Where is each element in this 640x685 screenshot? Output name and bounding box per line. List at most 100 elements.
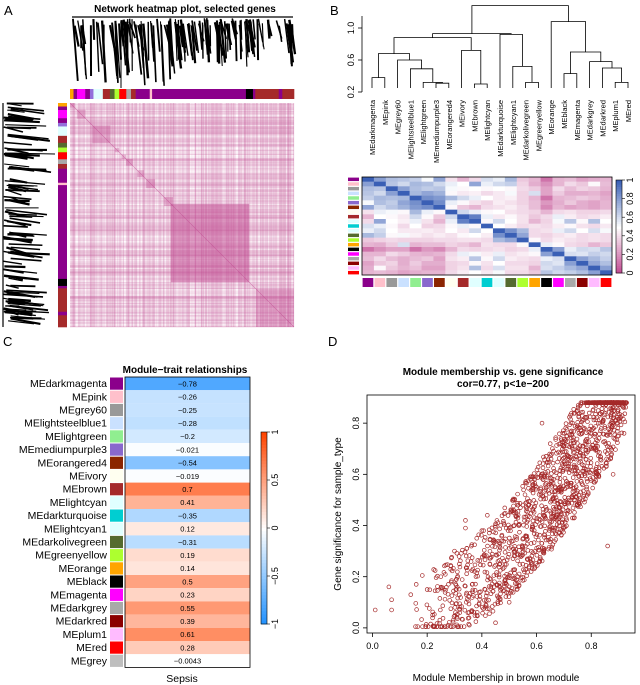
heatmap-stripe [290, 103, 292, 327]
adjacency-cell [481, 233, 494, 238]
dendro-branch [97, 22, 104, 65]
dendro-merge [409, 68, 434, 88]
heatmap-stripe [253, 103, 255, 327]
scatter-point [594, 471, 599, 476]
scatter-point [507, 535, 512, 541]
colorbar-segment [616, 219, 622, 223]
heatmap-stripe [70, 270, 294, 273]
dendro-merge [435, 82, 450, 88]
adjacency-cell [588, 191, 601, 196]
module-trait-value: −0.78 [178, 379, 197, 388]
heatmap-stripe [99, 103, 101, 327]
scatter-point [560, 428, 566, 433]
heatmap-stripe [136, 103, 138, 327]
heatmap-stripe [70, 122, 294, 124]
heatmap-stripe [70, 190, 294, 192]
heatmap-stripe [92, 103, 95, 327]
heatmap-stripe [70, 305, 294, 308]
module-color-segment [58, 163, 67, 169]
heatmap-stripe [73, 103, 75, 327]
adjacency-cell [445, 219, 458, 224]
module-color-swatch [110, 549, 123, 562]
colorbar-segment [261, 473, 267, 478]
adjacency-cell [409, 265, 422, 271]
heatmap-stripe [70, 162, 294, 164]
scatter-point [487, 611, 492, 616]
heatmap-stripe [268, 103, 270, 327]
heatmap-stripe [70, 140, 294, 142]
heatmap-stripe [70, 252, 294, 254]
heatmap-stripe [70, 311, 294, 314]
module-row-label: MEbrown [63, 484, 108, 496]
heatmap-stripe [264, 103, 267, 327]
dendro-branch [3, 250, 33, 258]
scatter-point [569, 445, 575, 451]
tom-heatmap [69, 102, 295, 328]
scatter-point [455, 624, 460, 629]
heatmap-stripe [70, 266, 294, 268]
heatmap-stripe [219, 103, 221, 327]
adjacency-cell [504, 237, 518, 243]
heatmap-stripe [280, 103, 282, 327]
adjacency-cell [516, 270, 529, 276]
scatter-point [520, 578, 526, 583]
module-color-segment [114, 89, 120, 99]
heatmap-stripe [70, 217, 294, 219]
y-tick-label: 0.4 [351, 519, 361, 532]
scatter-point [517, 521, 522, 527]
scatter-point [615, 440, 620, 445]
heatmap-stripe [284, 103, 287, 327]
scatter-point [562, 437, 567, 442]
heatmap-stripe [270, 103, 273, 327]
module-trait-value: −0.019 [176, 472, 199, 481]
heatmap-stripe [70, 208, 294, 210]
scatter-point [457, 607, 463, 612]
module-color-segment [282, 89, 295, 99]
heatmap-stripe [70, 291, 294, 294]
heatmap-stripe [120, 103, 122, 327]
scatter-point [437, 617, 443, 623]
heatmap-stripe [70, 317, 294, 319]
module-color-swatch [110, 483, 123, 496]
scatter-point [514, 587, 520, 592]
heatmap-stripe [70, 282, 294, 284]
scatter-point [585, 460, 591, 466]
heatmap-stripe [70, 200, 294, 202]
module-trait-cell [125, 654, 250, 668]
module-color-segment [58, 288, 67, 313]
heatmap-stripe [70, 262, 294, 265]
heatmap-stripe [70, 258, 294, 260]
adjacency-cell [397, 247, 410, 252]
heatmap-stripe [70, 253, 294, 255]
scatter-point [511, 503, 516, 509]
adjacency-cell [385, 219, 399, 224]
adjacency-cell [481, 228, 494, 234]
heatmap-stripe [170, 103, 172, 327]
module-color-row [348, 177, 359, 182]
heatmap-stripe [73, 103, 75, 327]
module-trait-value: 0.28 [180, 643, 195, 652]
adjacency-cell [564, 200, 577, 206]
heatmap-stripe [70, 127, 294, 130]
scatter-point [485, 513, 490, 518]
module-color-segment [102, 89, 111, 99]
scatter-point [611, 400, 616, 405]
scatter-point [472, 562, 478, 568]
adjacency-cell [564, 270, 577, 276]
dendro-branch [5, 124, 47, 127]
heatmap-stripe [109, 103, 111, 327]
heatmap-stripe [70, 190, 294, 193]
scatter-point [477, 594, 483, 599]
dendro-branch [3, 126, 24, 133]
scatter-point [572, 410, 577, 416]
adjacency-cell [421, 214, 434, 220]
heatmap-stripe [70, 283, 294, 285]
adjacency-cell [421, 251, 434, 257]
adjacency-cell [445, 228, 458, 234]
dendro-merge [525, 82, 539, 88]
heatmap-stripe [110, 103, 112, 327]
heatmap-stripe [73, 103, 76, 327]
colorbar-tick-label: 0.2 [625, 248, 635, 261]
colorbar-segment [261, 451, 267, 455]
scatter-point [493, 530, 498, 536]
